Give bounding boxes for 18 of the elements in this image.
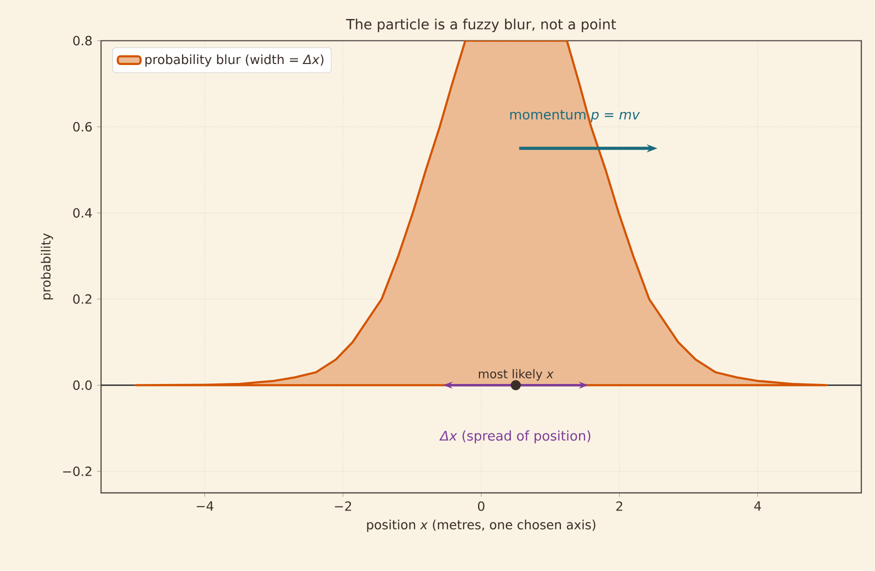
legend-label: probability blur (width = Δx) xyxy=(145,54,324,67)
y-tick-label: 0.2 xyxy=(73,294,92,304)
y-axis-title: probability xyxy=(40,233,54,300)
y-tick-label: −0.2 xyxy=(63,466,92,476)
y-tick-label: 0.6 xyxy=(73,122,92,132)
annotation: most likely x xyxy=(478,369,554,381)
y-tick-label: 0.0 xyxy=(73,380,92,390)
y-tick-label: 0.4 xyxy=(73,208,92,218)
x-tick-label: 4 xyxy=(754,501,761,511)
annotation: momentum p = mv xyxy=(510,110,640,122)
annotation: Δx (spread of position) xyxy=(439,430,590,444)
y-tick-label: 0.8 xyxy=(73,36,92,46)
chart-title: The particle is a fuzzy blur, not a point xyxy=(346,18,616,32)
x-tick-label: 0 xyxy=(478,501,484,511)
x-tick-label: 2 xyxy=(616,501,622,511)
x-axis-title: position x (metres, one chosen axis) xyxy=(367,520,596,532)
x-tick-label: −4 xyxy=(196,501,214,511)
x-tick-label: −2 xyxy=(334,501,352,511)
